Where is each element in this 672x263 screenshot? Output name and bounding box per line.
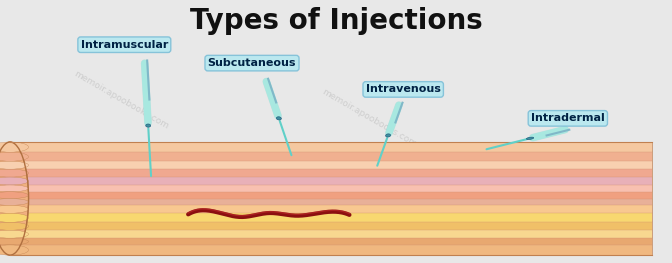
Ellipse shape <box>0 142 28 152</box>
Bar <box>10 152 652 161</box>
Ellipse shape <box>0 205 28 213</box>
Ellipse shape <box>0 177 28 185</box>
Bar <box>10 199 652 205</box>
Bar <box>10 222 652 230</box>
Bar <box>10 238 652 245</box>
Bar <box>10 185 652 192</box>
Ellipse shape <box>0 169 28 177</box>
Ellipse shape <box>526 137 534 139</box>
Bar <box>10 205 652 213</box>
Text: Subcutaneous: Subcutaneous <box>208 58 296 68</box>
Ellipse shape <box>0 185 28 192</box>
Ellipse shape <box>0 192 28 199</box>
Ellipse shape <box>0 222 28 230</box>
Ellipse shape <box>386 134 390 137</box>
Text: memoir.apoobooks.com: memoir.apoobooks.com <box>72 69 170 131</box>
Ellipse shape <box>0 230 28 238</box>
Bar <box>10 177 652 185</box>
Bar <box>10 161 652 169</box>
Ellipse shape <box>0 199 28 205</box>
Ellipse shape <box>146 124 151 127</box>
Bar <box>10 230 652 238</box>
Text: Types of Injections: Types of Injections <box>190 7 482 34</box>
Bar <box>10 245 652 255</box>
Bar <box>10 142 652 152</box>
Ellipse shape <box>0 142 28 255</box>
Bar <box>10 169 652 177</box>
Text: memoir.apoobooks.com: memoir.apoobooks.com <box>321 88 419 149</box>
Ellipse shape <box>0 152 28 161</box>
Ellipse shape <box>0 245 28 255</box>
Bar <box>10 213 652 222</box>
Text: Intravenous: Intravenous <box>366 84 441 94</box>
Text: Intradermal: Intradermal <box>531 113 605 123</box>
Ellipse shape <box>276 117 282 120</box>
Ellipse shape <box>0 238 28 245</box>
Ellipse shape <box>0 213 28 222</box>
Ellipse shape <box>0 161 28 169</box>
Text: Intramuscular: Intramuscular <box>81 40 168 50</box>
Bar <box>10 192 652 199</box>
